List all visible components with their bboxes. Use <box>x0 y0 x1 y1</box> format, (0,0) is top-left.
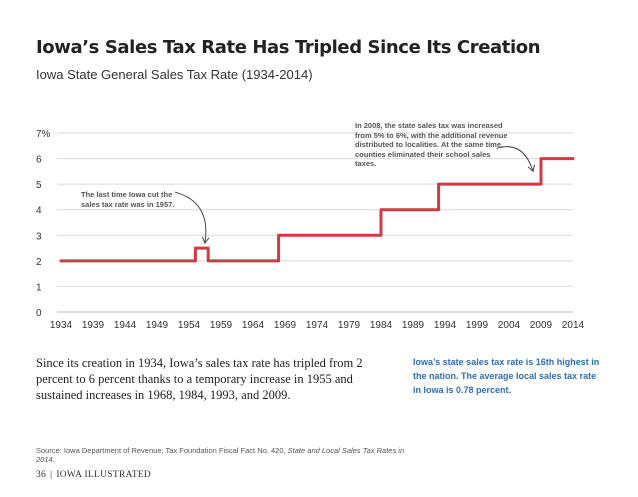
x-tick-label: 1984 <box>370 320 393 331</box>
x-tick-label: 1999 <box>466 320 489 331</box>
sales-tax-line-chart: 0 1 2 3 4 5 6 7% 1934 1939 1944 1949 1954 1959 1964 196… <box>36 129 585 331</box>
x-tick-label: 1959 <box>210 320 233 331</box>
y-tick-label: 0 <box>36 308 42 319</box>
x-tick-label: 1949 <box>146 320 169 331</box>
x-tick-label: 1969 <box>274 320 297 331</box>
annotation-arrow-1957 <box>174 191 206 242</box>
page-footer: 36 | IOWA ILLUSTRATED <box>36 470 151 480</box>
x-tick-label: 2009 <box>530 320 553 331</box>
y-tick-label: 2 <box>36 257 42 268</box>
chart-title: Iowa’s Sales Tax Rate Has Tripled Since … <box>36 37 541 58</box>
source-title: State and Local Sales Tax Rates in 2014 <box>36 446 405 464</box>
x-tick-label: 1974 <box>306 320 329 331</box>
annotation-1957-cut: The last time Iowa cut the sales tax rat… <box>81 190 175 209</box>
y-tick-label: 6 <box>36 155 42 166</box>
source-note: Source: Iowa Department of Revenue; Tax … <box>36 446 416 464</box>
x-tick-label: 1989 <box>402 320 425 331</box>
publication-name: IOWA ILLUSTRATED <box>56 470 152 480</box>
y-tick-label: 3 <box>36 231 42 242</box>
footer-separator: | <box>50 470 53 480</box>
x-tick-label: 2004 <box>498 320 521 331</box>
annotation-2008-increase: In 2008, the state sales tax was increas… <box>355 121 508 168</box>
sales-tax-rate-line <box>59 157 575 263</box>
y-tick-label: 7% <box>36 129 51 140</box>
y-tick-label: 5 <box>36 180 42 191</box>
x-tick-label: 1954 <box>178 320 201 331</box>
y-tick-label: 4 <box>36 206 42 217</box>
page-number: 36 <box>36 470 47 480</box>
x-tick-label: 1964 <box>242 320 265 331</box>
x-tick-label: 1994 <box>434 320 457 331</box>
source-prefix: Source: Iowa Department of Revenue; Tax … <box>36 446 288 455</box>
y-tick-label: 1 <box>36 282 42 293</box>
callout-paragraph: Iowa’s state sales tax rate is 16th high… <box>413 357 600 395</box>
x-tick-label: 1934 <box>50 320 73 331</box>
x-tick-label: 1944 <box>114 320 137 331</box>
x-tick-label: 1979 <box>338 320 361 331</box>
x-tick-label: 1939 <box>82 320 105 331</box>
chart-subtitle: Iowa State General Sales Tax Rate (1934-… <box>36 67 313 82</box>
source-suffix: . <box>52 455 55 464</box>
annotation-arrow-2008 <box>496 146 533 171</box>
body-paragraph: Since its creation in 1934, Iowa’s sales… <box>36 356 363 402</box>
x-tick-label: 2014 <box>562 320 585 331</box>
